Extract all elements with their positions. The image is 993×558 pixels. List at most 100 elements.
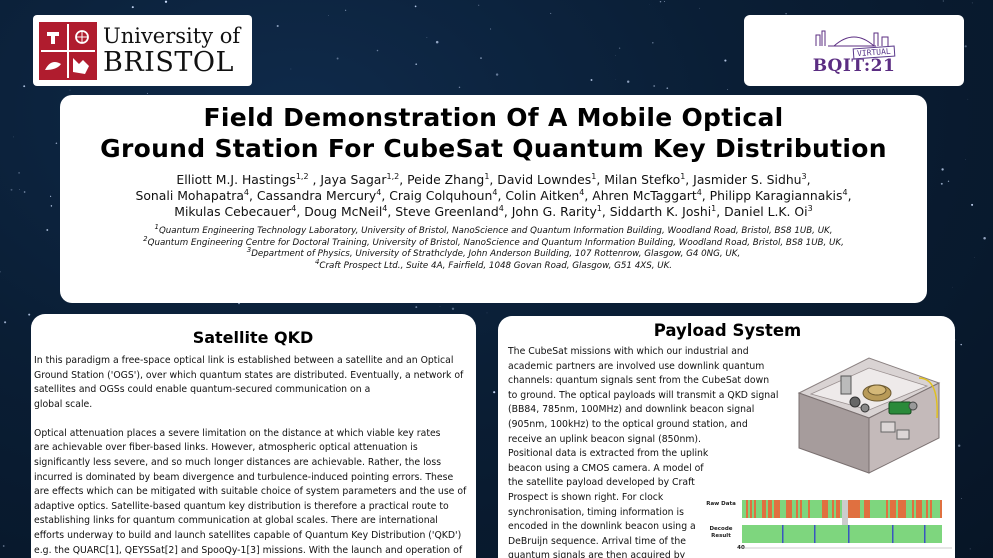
raw-data-strip bbox=[742, 500, 942, 543]
text-line: incurred is dominated by beam divergence… bbox=[34, 471, 454, 483]
affiliation-line: 4Craft Prospect Ltd., Suite 4A, Fairfiel… bbox=[60, 259, 927, 273]
affiliation-line: 3Department of Physics, University of St… bbox=[60, 247, 927, 261]
raw-signal-bar bbox=[854, 500, 856, 518]
author-name: Steve Greenland bbox=[395, 204, 499, 219]
raw-signal-bar bbox=[906, 500, 908, 518]
raw-signal-bar bbox=[886, 500, 888, 518]
author-affiliation-mark: 1 bbox=[596, 203, 602, 213]
star bbox=[50, 205, 53, 207]
raw-signal-bar bbox=[838, 500, 840, 518]
star bbox=[785, 12, 787, 15]
author-name: David Lowndes bbox=[497, 172, 592, 187]
author-list: Elliott M.J. Hastings1,2 , Jaya Sagar1,2… bbox=[60, 172, 927, 220]
author-name: John G. Rarity bbox=[511, 204, 597, 219]
raw-signal-bar bbox=[750, 500, 752, 518]
raw-signal-bar bbox=[788, 500, 790, 518]
star bbox=[965, 158, 966, 160]
raw-signal-bar bbox=[852, 500, 854, 518]
raw-signal-bar bbox=[918, 500, 920, 518]
decode-marker bbox=[782, 525, 784, 543]
author-name: Mikulas Cebecauer bbox=[174, 204, 292, 219]
star bbox=[727, 89, 729, 90]
raw-signal-bar bbox=[814, 500, 816, 518]
star bbox=[724, 59, 727, 62]
university-of-bristol-logo: University of BRISTOL bbox=[33, 15, 252, 86]
star bbox=[23, 85, 26, 88]
star bbox=[415, 306, 418, 309]
author-name: Doug McNeil bbox=[304, 204, 383, 219]
raw-signal-bar bbox=[760, 500, 762, 518]
payload-description: The CubeSat missions with which our indu… bbox=[508, 345, 788, 558]
author-affiliation-mark: 1,2 bbox=[386, 171, 400, 181]
star bbox=[941, 168, 944, 171]
author-line: Elliott M.J. Hastings1,2 , Jaya Sagar1,2… bbox=[176, 171, 811, 187]
text-line: Optical attenuation places a severe limi… bbox=[34, 427, 441, 439]
star bbox=[964, 45, 967, 48]
raw-signal-bar bbox=[882, 500, 884, 518]
star bbox=[615, 55, 616, 56]
decode-marker bbox=[924, 525, 926, 543]
raw-signal-bar bbox=[782, 500, 784, 518]
text-line: satellites and OGSs could enable quantum… bbox=[34, 384, 371, 396]
star bbox=[328, 15, 329, 16]
raw-signal-bar bbox=[830, 500, 832, 518]
author-affiliation-mark: 4 bbox=[382, 203, 388, 213]
title-panel: Field Demonstration Of A Mobile Optical … bbox=[60, 95, 927, 303]
text-line: quantum signals are then acquired by bbox=[508, 550, 686, 558]
affiliation-text: Quantum Engineering Centre for Doctoral … bbox=[147, 237, 844, 248]
star bbox=[480, 57, 482, 59]
poster-title-line-1: Field Demonstration Of A Mobile Optical bbox=[203, 103, 784, 132]
star bbox=[276, 24, 279, 28]
raw-signal-bar bbox=[936, 500, 938, 518]
raw-signal-bar bbox=[908, 500, 910, 518]
satellite-qkd-section: Satellite QKD In this paradigm a free-sp… bbox=[31, 314, 476, 558]
text-line: synchronisation, timing information is bbox=[508, 506, 684, 518]
affiliation-line: 1Quantum Engineering Technology Laborato… bbox=[60, 224, 927, 238]
text-line: DeBruijn sequence. Arrival time of the bbox=[508, 535, 686, 547]
star bbox=[659, 0, 662, 3]
star bbox=[345, 9, 347, 11]
star bbox=[415, 63, 418, 66]
text-line: The CubeSat missions with which our indu… bbox=[508, 346, 749, 357]
raw-signal-bar bbox=[926, 500, 928, 518]
raw-signal-bar bbox=[924, 500, 926, 518]
author-name: Philipp Karagiannakis bbox=[709, 188, 843, 203]
star bbox=[55, 142, 58, 145]
author-name: Ahren McTaggart bbox=[592, 188, 697, 203]
plot-tick-label: 40 bbox=[737, 545, 745, 551]
raw-signal-bar bbox=[892, 500, 894, 518]
raw-signal-bar bbox=[866, 500, 868, 518]
raw-signal-bar bbox=[860, 500, 862, 518]
raw-signal-bar bbox=[910, 500, 912, 518]
raw-signal-bar bbox=[868, 500, 870, 518]
beacon-decode-plot: Raw Data Decode Result 40 bbox=[704, 498, 954, 558]
raw-signal-bar bbox=[806, 500, 808, 518]
raw-signal-bar bbox=[784, 500, 786, 518]
star bbox=[28, 313, 31, 316]
star bbox=[967, 98, 969, 100]
raw-signal-bar bbox=[850, 500, 852, 518]
payload-system-section: Payload System The CubeSat missions with… bbox=[498, 316, 955, 558]
raw-signal-bar bbox=[810, 500, 812, 518]
author-name: Siddarth K. Joshi bbox=[609, 204, 712, 219]
raw-signal-bar bbox=[880, 500, 882, 518]
text-line: e.g. the QUARC[1], QEYSSat[2] and SpooQy… bbox=[34, 544, 463, 556]
raw-signal-bar bbox=[776, 500, 778, 518]
decode-marker bbox=[814, 525, 816, 543]
raw-signal-bar bbox=[770, 500, 772, 518]
star bbox=[495, 73, 499, 76]
author-affiliation-mark: 1 bbox=[484, 171, 490, 181]
raw-signal-bar bbox=[840, 500, 842, 518]
decode-marker bbox=[892, 525, 894, 543]
star bbox=[0, 271, 1, 273]
poster-title-line-2: Ground Station For CubeSat Quantum Key D… bbox=[100, 134, 887, 163]
raw-signal-bar bbox=[928, 500, 930, 518]
text-line: adaptive optics. Satellite-based quantum… bbox=[34, 500, 449, 512]
star bbox=[652, 41, 654, 44]
raw-signal-bar bbox=[742, 500, 744, 518]
raw-signal-bar bbox=[764, 500, 766, 518]
raw-signal-bar bbox=[876, 500, 878, 518]
decode-marker bbox=[848, 525, 850, 543]
raw-signal-bar bbox=[912, 500, 914, 518]
star bbox=[10, 188, 13, 191]
